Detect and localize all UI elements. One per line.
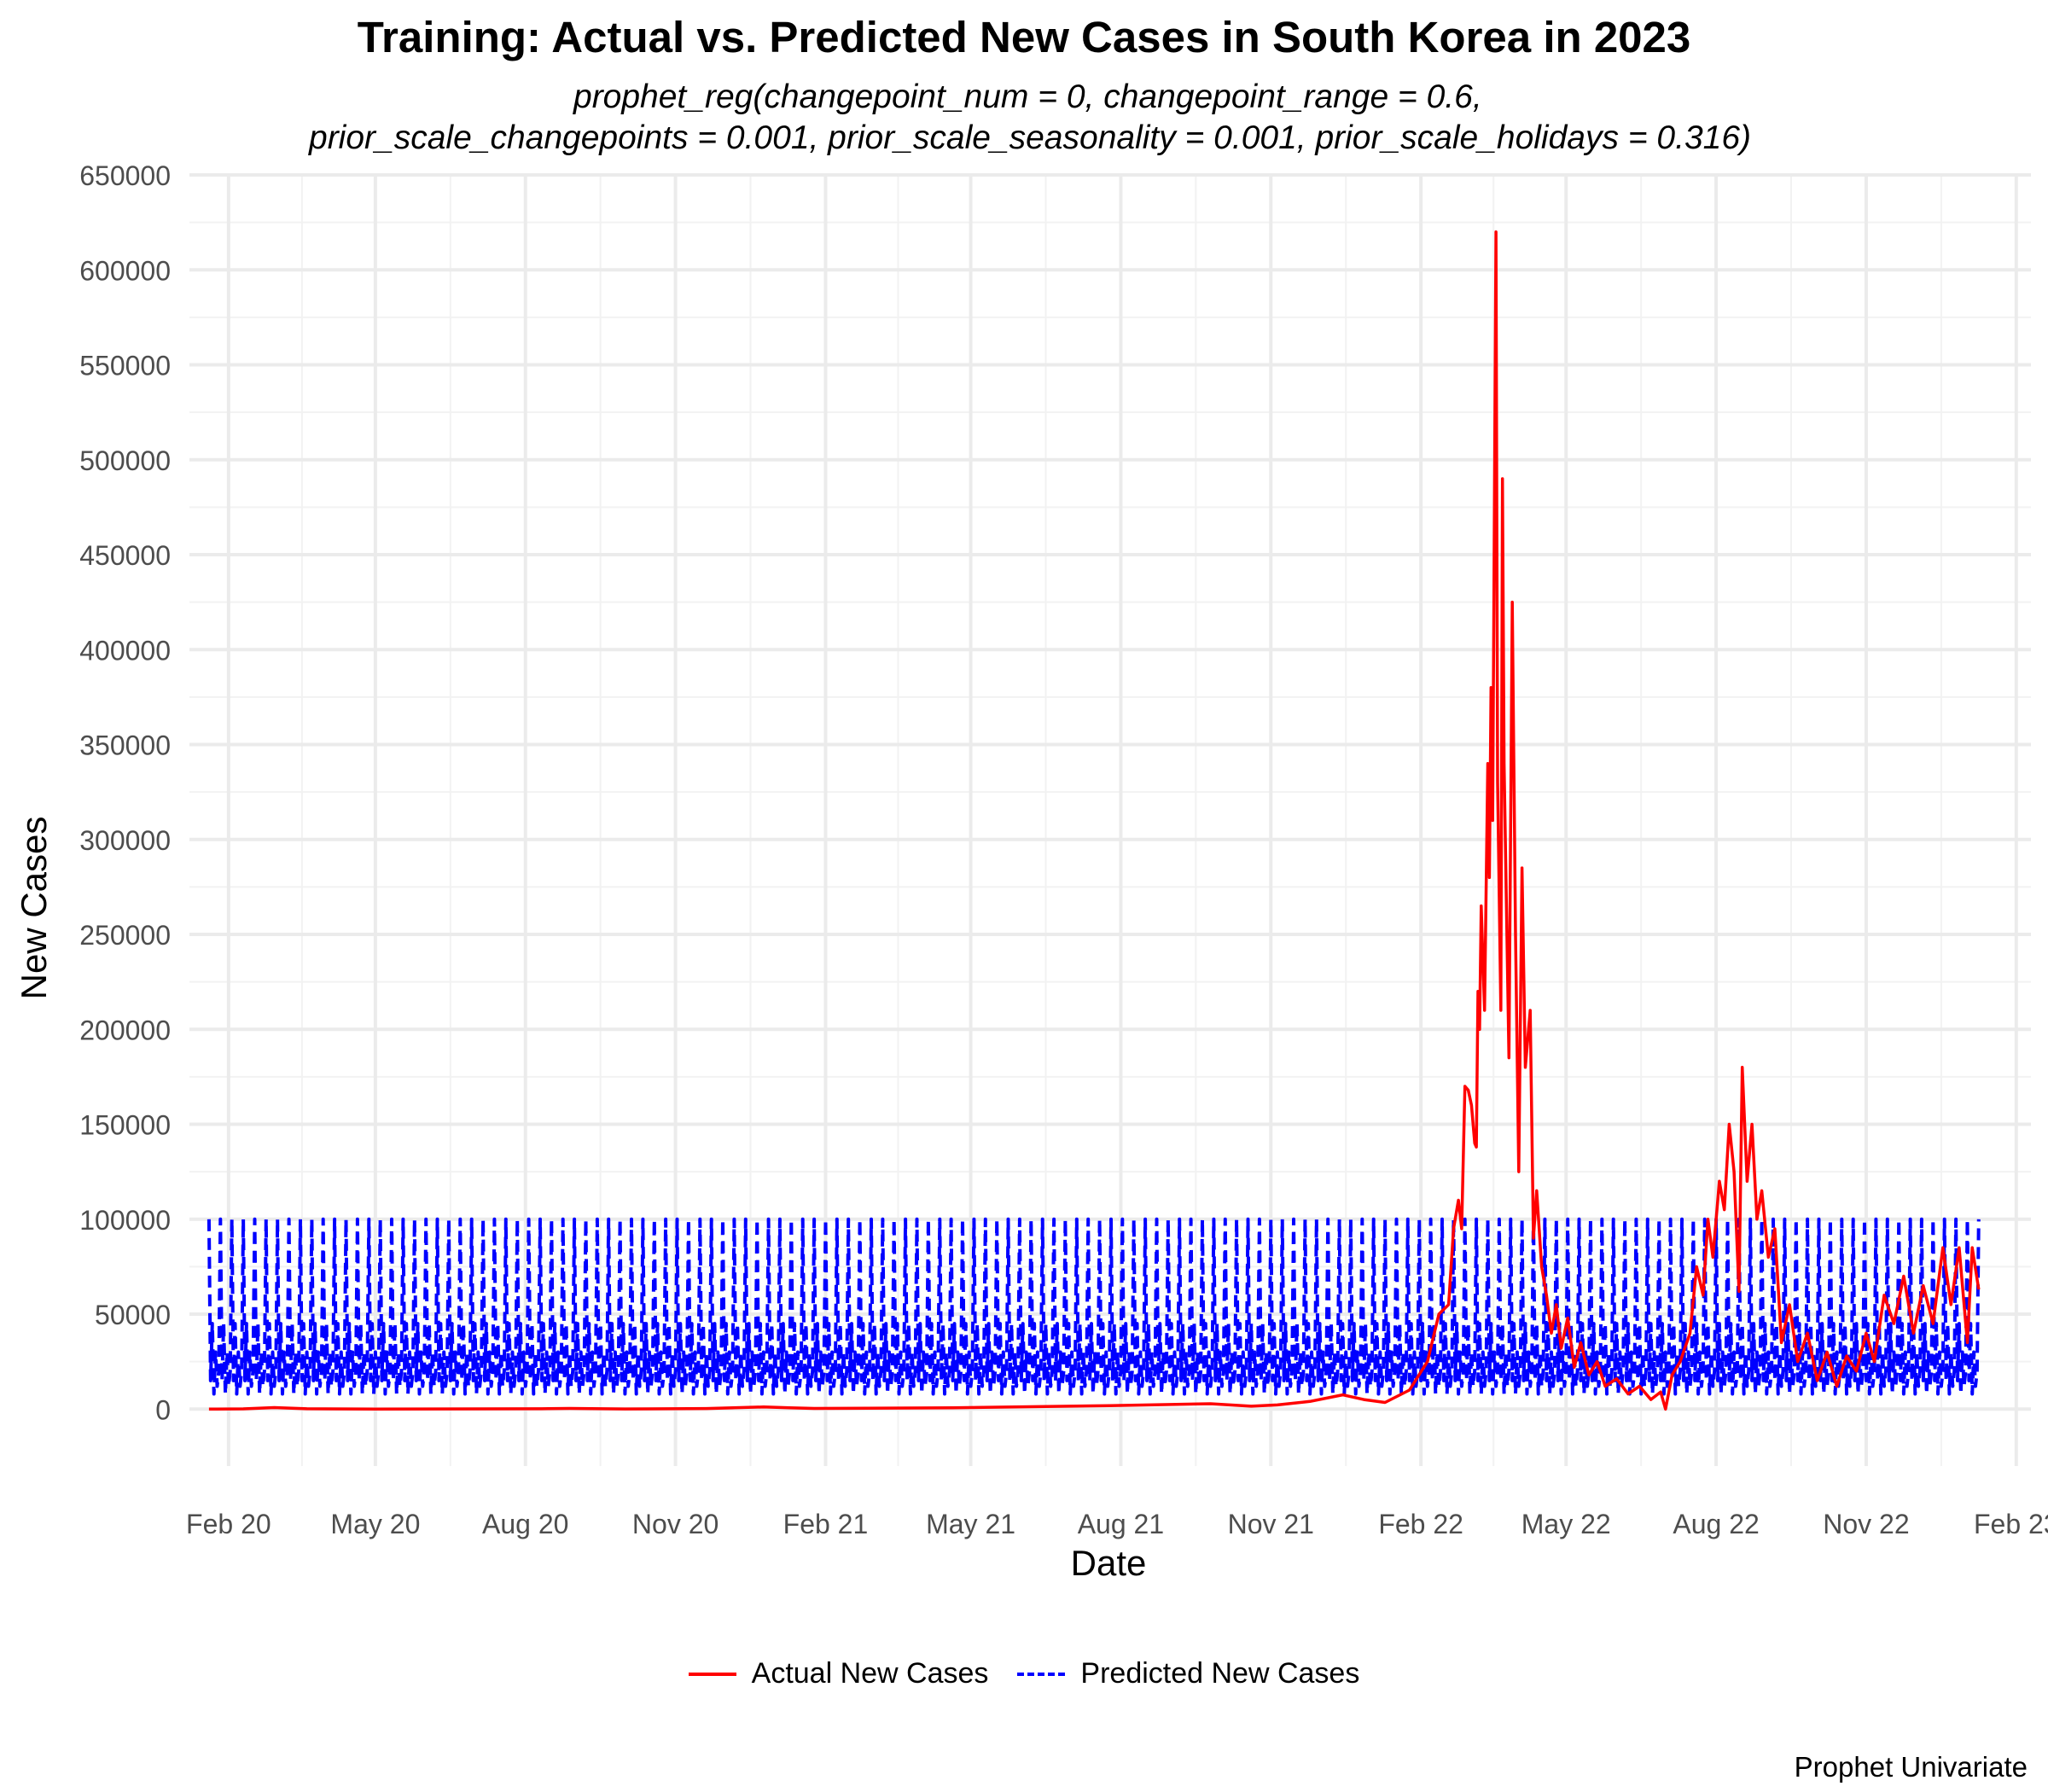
y-tick-label: 300000 bbox=[79, 825, 171, 856]
x-tick-label: Aug 22 bbox=[1673, 1509, 1759, 1539]
y-tick-label: 600000 bbox=[79, 255, 171, 286]
y-tick-label: 550000 bbox=[79, 351, 171, 381]
legend-key-actual bbox=[688, 1672, 736, 1676]
chart-subtitle-line-2: prior_scale_changepoints = 0.001, prior_… bbox=[309, 119, 1752, 156]
actual-new-cases-line bbox=[208, 230, 1981, 1411]
x-tick-label: May 21 bbox=[926, 1509, 1015, 1539]
y-tick-label: 450000 bbox=[79, 540, 171, 571]
y-tick-label: 500000 bbox=[79, 445, 171, 476]
x-tick-label: Nov 21 bbox=[1228, 1509, 1314, 1539]
y-tick-label: 50000 bbox=[95, 1300, 171, 1330]
x-axis-tick-labels: Feb 20 May 20 Aug 20 Nov 20 Feb 21 May 21 Aug … bbox=[186, 1509, 2048, 1539]
x-tick-label: Feb 22 bbox=[1378, 1509, 1463, 1539]
y-tick-label: 400000 bbox=[79, 635, 171, 666]
y-axis-title: New Cases bbox=[14, 817, 54, 1000]
predicted-new-cases-line bbox=[207, 1217, 1981, 1396]
plot-area: 0 50000 100000 150000 200000 250000 300000 3500… bbox=[14, 160, 2048, 1583]
y-tick-label: 100000 bbox=[79, 1205, 171, 1236]
legend-key-predicted bbox=[1017, 1672, 1066, 1676]
legend-label-actual: Actual New Cases bbox=[751, 1657, 989, 1690]
series-lines bbox=[207, 230, 1981, 1411]
legend: Actual New Cases Predicted New Cases bbox=[0, 1657, 2048, 1690]
y-tick-label: 250000 bbox=[79, 920, 171, 951]
x-tick-label: Aug 21 bbox=[1078, 1509, 1164, 1539]
grid-lines bbox=[189, 173, 2031, 1466]
legend-item-actual: Actual New Cases bbox=[688, 1657, 989, 1690]
chart-title: Training: Actual vs. Predicted New Cases… bbox=[357, 13, 1691, 61]
x-tick-label: May 22 bbox=[1521, 1509, 1611, 1539]
x-tick-label: Aug 20 bbox=[482, 1509, 568, 1539]
x-tick-label: Nov 20 bbox=[632, 1509, 719, 1539]
x-tick-label: Nov 22 bbox=[1823, 1509, 1909, 1539]
legend-label-predicted: Predicted New Cases bbox=[1080, 1657, 1360, 1690]
x-tick-label: Feb 23 bbox=[1974, 1509, 2048, 1539]
x-tick-label: Feb 20 bbox=[186, 1509, 271, 1539]
y-tick-label: 650000 bbox=[79, 160, 171, 191]
legend-item-predicted: Predicted New Cases bbox=[1017, 1657, 1359, 1690]
y-tick-label: 200000 bbox=[79, 1015, 171, 1045]
y-tick-label: 350000 bbox=[79, 730, 171, 761]
y-axis-tick-labels: 0 50000 100000 150000 200000 250000 300000 3500… bbox=[79, 160, 171, 1425]
x-tick-label: May 20 bbox=[330, 1509, 420, 1539]
x-tick-label: Feb 21 bbox=[783, 1509, 869, 1539]
chart-subtitle-line-1: prophet_reg(changepoint_num = 0, changep… bbox=[573, 79, 1482, 115]
y-tick-label: 150000 bbox=[79, 1110, 171, 1141]
chart-caption: Prophet Univariate bbox=[1794, 1751, 2028, 1783]
y-tick-label: 0 bbox=[155, 1394, 171, 1425]
x-axis-title: Date bbox=[1071, 1543, 1147, 1583]
